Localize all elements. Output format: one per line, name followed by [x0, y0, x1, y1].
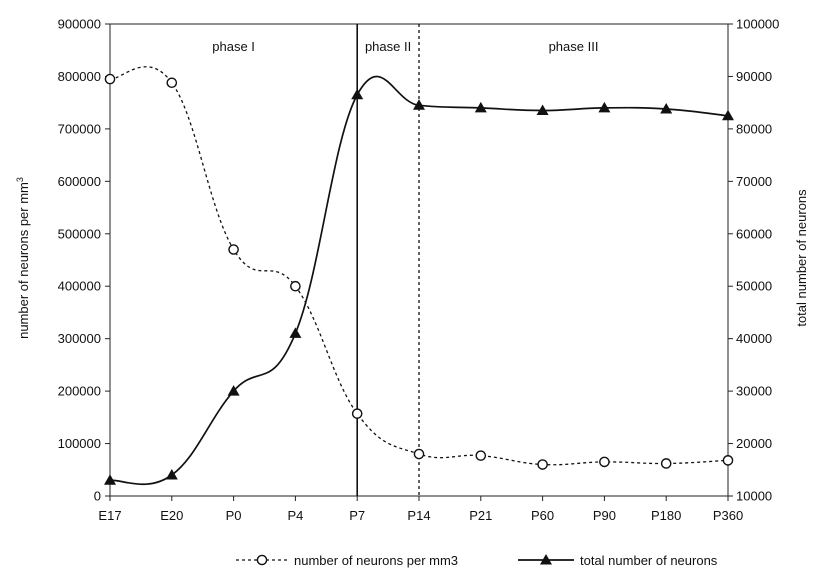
- phase-label: phase I: [212, 39, 255, 54]
- x-axis: E17 E20 P0 P4 P7 P14 P21 P60 P90 P180 P360: [98, 496, 743, 523]
- x-tick-label: E17: [98, 508, 121, 523]
- series-1-point: [599, 456, 610, 468]
- y2-tick-label: 20000: [736, 436, 772, 451]
- series-2-point: [413, 99, 425, 110]
- series-2-point: [722, 109, 734, 121]
- legend: number of neurons per mm3 total number of…: [236, 553, 718, 568]
- y-tick-label: 100000: [58, 436, 101, 451]
- x-tick-label: P21: [469, 508, 492, 523]
- series-markers: [104, 73, 734, 485]
- x-tick-label: P7: [349, 508, 365, 523]
- y-tick-label: 900000: [58, 17, 101, 32]
- y2-tick-label: 40000: [736, 331, 772, 346]
- phase-band-1: [110, 24, 358, 496]
- series-2-point: [104, 474, 116, 485]
- legend-label-2: total number of neurons: [580, 553, 718, 568]
- legend-marker-2: [540, 554, 552, 565]
- x-tick-label: P90: [593, 508, 616, 523]
- series-2-point: [536, 104, 549, 116]
- series-2-point: [351, 88, 364, 100]
- x-tick-label: P14: [407, 508, 430, 523]
- y-tick-label: 500000: [58, 226, 101, 241]
- series-2-point: [289, 327, 302, 338]
- y-tick-label: 0: [94, 489, 101, 504]
- series-1-point: [413, 448, 425, 460]
- phase-label: phase III: [549, 39, 599, 54]
- series-1-point: [228, 244, 239, 255]
- y-tick-label: 600000: [58, 174, 101, 189]
- y-tick-label: 800000: [58, 69, 101, 84]
- series-2-point: [165, 469, 178, 480]
- left-axis: 0 100000 200000 300000 400000 500000 600000 700…: [58, 17, 729, 504]
- series-1-point: [104, 73, 116, 85]
- x-tick-label: P4: [287, 508, 303, 523]
- series-1-point: [166, 77, 178, 89]
- y2-axis-title: total number of neurons: [794, 189, 809, 327]
- series-1-point: [475, 450, 487, 461]
- series-1-point: [537, 459, 548, 470]
- series-1-point: [351, 408, 363, 419]
- x-tick-label: E20: [160, 508, 183, 523]
- y2-tick-label: 90000: [736, 69, 772, 84]
- x-tick-label: P60: [531, 508, 554, 523]
- y-tick-label: 400000: [58, 279, 101, 294]
- x-tick-label: P360: [713, 508, 743, 523]
- y-tick-label: 300000: [58, 331, 101, 346]
- x-tick-label: P180: [651, 508, 681, 523]
- phase-labels: phase I phase II phase III: [212, 39, 598, 54]
- y2-tick-label: 50000: [736, 279, 772, 294]
- y2-tick-label: 10000: [736, 489, 772, 504]
- phase-bands: [110, 24, 358, 496]
- phase-label: phase II: [365, 39, 411, 54]
- series-1-point: [290, 280, 301, 292]
- series-2-point: [227, 385, 240, 396]
- legend-marker-1: [256, 554, 268, 566]
- y2-tick-label: 100000: [736, 17, 779, 32]
- y-axis-title: number of neurons per mm3: [15, 177, 31, 339]
- y-tick-label: 200000: [58, 384, 101, 399]
- y2-tick-label: 60000: [736, 226, 772, 241]
- series-1-point: [660, 458, 672, 469]
- y2-tick-label: 70000: [736, 174, 772, 189]
- x-tick-label: P0: [226, 508, 242, 523]
- right-axis: 10000 20000 30000 40000 50000 60000 70000 80000…: [728, 17, 779, 504]
- series-2-point: [598, 101, 611, 113]
- legend-label-1: number of neurons per mm3: [294, 553, 458, 568]
- series-2-point: [660, 102, 673, 114]
- y2-tick-label: 80000: [736, 121, 772, 136]
- y-tick-label: 700000: [58, 121, 101, 136]
- series-2-point: [474, 101, 487, 113]
- y2-tick-label: 30000: [736, 384, 772, 399]
- series-1-point: [722, 455, 734, 466]
